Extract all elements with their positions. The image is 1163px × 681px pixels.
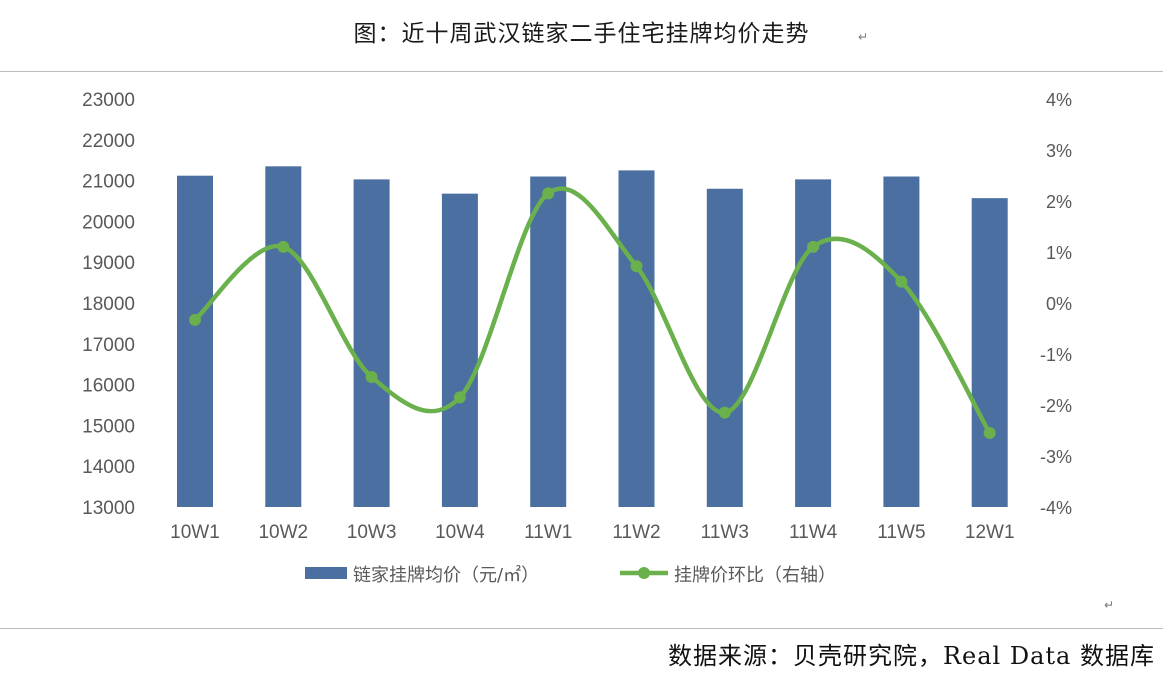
right-tick-label: -1%: [1040, 345, 1072, 365]
point-11W4: [807, 240, 820, 253]
left-tick-label: 16000: [82, 376, 135, 397]
right-axis: 4% 3% 2% 1% 0% -1% -2% -3% -4%: [1040, 90, 1072, 518]
left-tick-label: 21000: [82, 172, 135, 193]
left-tick-label: 19000: [82, 253, 135, 274]
chart-title: 图：近十周武汉链家二手住宅挂牌均价走势: [353, 21, 810, 47]
bar-10W1: [177, 175, 213, 507]
point-11W5: [895, 275, 908, 288]
category-label: 11W5: [877, 522, 925, 543]
category-label: 12W1: [965, 522, 1015, 543]
left-tick-label: 23000: [82, 90, 135, 111]
bar-12W1: [971, 198, 1008, 508]
mom-change-line: [192, 186, 992, 436]
left-axis: 23000 22000 21000 20000 19000 18000 17000 16000…: [82, 90, 135, 519]
line-markers: [189, 187, 996, 440]
point-11W3: [718, 406, 731, 419]
bar-11W2: [618, 170, 655, 507]
point-11W1: [542, 187, 555, 200]
category-label: 11W1: [524, 522, 572, 543]
right-tick-label: 0%: [1046, 294, 1072, 314]
paragraph-mark: ↵: [858, 30, 869, 44]
legend-bar-label: 链家挂牌均价（元/㎡）: [353, 564, 539, 586]
left-tick-label: 20000: [82, 212, 135, 233]
legend: 链家挂牌均价（元/㎡） 挂牌价环比（右轴）: [305, 564, 836, 586]
category-label: 11W3: [701, 522, 749, 543]
left-tick-label: 18000: [82, 294, 135, 315]
data-source: 数据来源：贝壳研究院，Real Data 数据库: [667, 642, 1155, 670]
left-tick-label: 22000: [82, 131, 135, 152]
bar-series: [177, 166, 1008, 508]
point-11W2: [630, 260, 643, 273]
right-tick-label: -4%: [1040, 498, 1072, 518]
point-10W3: [365, 370, 378, 383]
point-12W1: [983, 427, 996, 440]
bar-11W1: [530, 176, 567, 507]
category-label: 11W2: [612, 522, 660, 543]
top-divider: [0, 71, 1163, 72]
point-10W4: [453, 391, 466, 404]
bar-10W3: [353, 179, 390, 507]
legend-line-label: 挂牌价环比（右轴）: [674, 565, 836, 586]
right-tick-label: 2%: [1046, 192, 1072, 212]
category-label: 11W4: [789, 522, 838, 543]
bar-10W4: [441, 193, 478, 507]
left-tick-label: 13000: [82, 498, 135, 519]
x-axis: 10W1 10W2 10W3 10W4 11W1 11W2 11W3 11W4 11W5 12W1: [170, 522, 1014, 543]
right-tick-label: 4%: [1046, 90, 1072, 110]
right-tick-label: -2%: [1040, 396, 1072, 416]
legend-bar-swatch: [305, 567, 347, 579]
bar-11W3: [706, 188, 743, 507]
right-tick-label: 3%: [1046, 141, 1072, 161]
right-tick-label: 1%: [1046, 243, 1072, 263]
right-tick-label: -3%: [1040, 447, 1072, 467]
point-10W2: [277, 240, 290, 253]
category-label: 10W2: [258, 522, 308, 543]
bar-11W4: [795, 179, 832, 507]
category-label: 10W4: [435, 522, 485, 543]
left-tick-label: 14000: [82, 457, 135, 478]
category-label: 10W1: [170, 522, 220, 543]
paragraph-mark-2: ↵: [1104, 598, 1115, 612]
left-tick-label: 15000: [82, 416, 135, 437]
bottom-divider: [0, 628, 1163, 629]
category-label: 10W3: [347, 522, 397, 543]
left-tick-label: 17000: [82, 335, 135, 356]
point-10W1: [189, 313, 201, 326]
bar-10W2: [265, 166, 302, 507]
bar-11W5: [883, 176, 920, 507]
chart-area: 23000 22000 21000 20000 19000 18000 17000 16000…: [82, 90, 1072, 586]
legend-line-marker: [638, 567, 650, 579]
